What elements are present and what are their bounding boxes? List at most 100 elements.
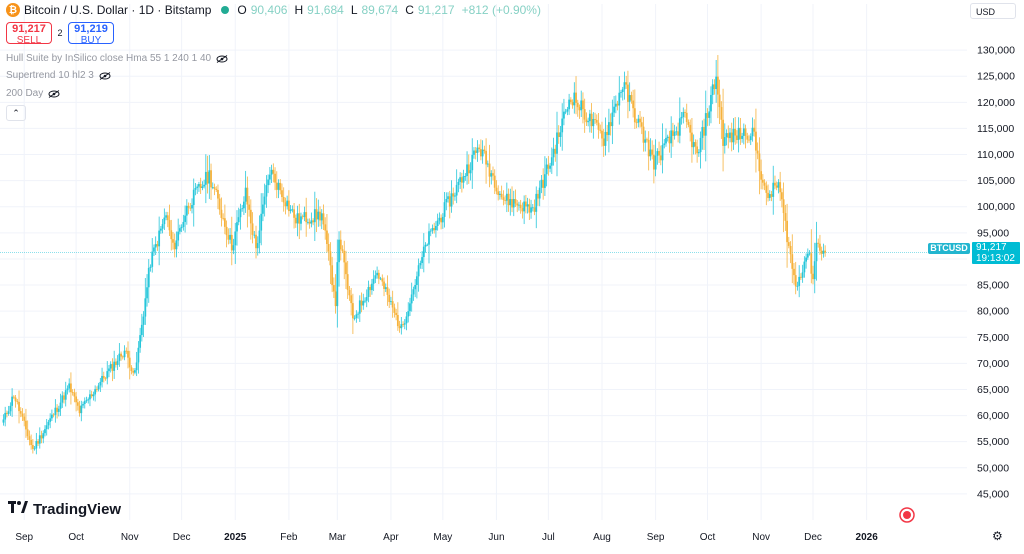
candle (237, 207, 240, 226)
candle (673, 124, 676, 140)
indicator-200-day[interactable]: 200 Day (6, 88, 60, 99)
candle-body (70, 383, 72, 393)
candle (291, 205, 294, 213)
candle-body (789, 245, 792, 255)
candle (479, 139, 482, 161)
candle-body (76, 402, 79, 406)
candle-body (384, 287, 387, 289)
candle (19, 407, 22, 418)
candle-body (94, 389, 97, 395)
candle (279, 179, 282, 195)
candle-body (675, 131, 678, 133)
candle-body (573, 92, 576, 106)
candle-body (348, 290, 351, 296)
indicator-supertrend[interactable]: Supertrend 10 hl2 3 (6, 70, 111, 81)
flag-badge[interactable] (899, 507, 915, 523)
gear-icon[interactable]: ⚙ (992, 529, 1003, 543)
symbol-title[interactable]: Bitcoin / U.S. Dollar · 1D · Bitstamp (24, 3, 212, 17)
candle (791, 234, 794, 284)
time-axis[interactable]: Sep Oct Nov Dec 2025 Feb Mar Apr May Jun Jul Aug Sep… (15, 532, 878, 543)
candle (556, 111, 558, 177)
candle-body (109, 364, 112, 369)
candle (61, 391, 64, 408)
eye-hidden-icon[interactable] (99, 71, 111, 80)
candle (531, 203, 534, 212)
candle-body (381, 278, 384, 282)
candle (613, 96, 615, 118)
candle (396, 302, 399, 331)
candle (201, 181, 204, 191)
candle-body (526, 204, 529, 207)
candle-body (564, 111, 567, 113)
candle-body (713, 84, 716, 90)
candle-body (263, 196, 266, 205)
candle (277, 179, 280, 199)
tradingview-logo[interactable]: TradingView (8, 500, 121, 518)
candle-body (637, 118, 640, 123)
candle-body (701, 127, 704, 138)
candle-body (274, 173, 276, 183)
candle-body (642, 126, 645, 143)
candle-body (305, 212, 308, 223)
candle-body (706, 113, 709, 118)
eye-hidden-icon[interactable] (216, 54, 228, 63)
sell-button[interactable]: 91,217 SELL (6, 22, 52, 46)
candle (121, 355, 124, 360)
eye-hidden-icon[interactable] (48, 89, 60, 98)
candle (286, 195, 289, 210)
candle (379, 276, 382, 281)
candle (557, 125, 560, 144)
candle-body (395, 312, 398, 316)
candle-body (357, 313, 359, 315)
candle (104, 376, 107, 381)
candle-body (268, 174, 271, 180)
last-price-box: 91,217 19:13:02 (972, 242, 1020, 264)
candle (249, 199, 252, 240)
candle-body (661, 145, 664, 161)
candle (793, 262, 795, 285)
candle (595, 114, 598, 126)
candle (35, 432, 38, 455)
candle-body (9, 405, 12, 412)
candle (651, 140, 654, 160)
candle (744, 124, 747, 149)
candle (355, 310, 358, 323)
candle-body (346, 274, 349, 291)
candle (768, 190, 771, 201)
candle-body (317, 211, 320, 220)
candle-body (772, 182, 775, 197)
candle-body (293, 209, 295, 218)
candle (694, 139, 697, 155)
candle (734, 117, 737, 145)
candle-body (524, 201, 527, 207)
candle-body (303, 212, 306, 217)
candle-body (652, 154, 655, 170)
candle-body (571, 102, 574, 106)
candle (109, 361, 112, 373)
x-tick-label: Jul (542, 532, 555, 543)
symbol-header[interactable]: ₿ Bitcoin / U.S. Dollar · 1D · Bitstamp … (6, 3, 544, 17)
candle (665, 128, 667, 147)
candle (161, 219, 164, 234)
candle-body (175, 240, 178, 250)
y-tick-label: 80,000 (977, 306, 1009, 318)
candle (443, 192, 446, 228)
price-axis[interactable]: 45,000 50,000 55,000 60,000 65,000 70,000 75,0… (977, 45, 1015, 501)
candle-body (403, 323, 406, 325)
candle (806, 248, 809, 260)
buy-button[interactable]: 91,219 BUY (68, 22, 114, 46)
candle-body (592, 119, 595, 127)
candle-body (588, 113, 591, 122)
candle (658, 141, 660, 164)
candle (504, 195, 507, 205)
candle-body (454, 195, 456, 197)
candle (703, 118, 705, 150)
candle (376, 266, 379, 279)
candle-body (441, 216, 444, 223)
indicator-hull-suite[interactable]: Hull Suite by InSilico close Hma 55 1 24… (6, 53, 228, 64)
candle (819, 234, 821, 255)
candle (274, 167, 276, 191)
currency-selector[interactable]: USD (970, 3, 1016, 19)
collapse-indicators-button[interactable]: ⌃ (6, 105, 26, 121)
